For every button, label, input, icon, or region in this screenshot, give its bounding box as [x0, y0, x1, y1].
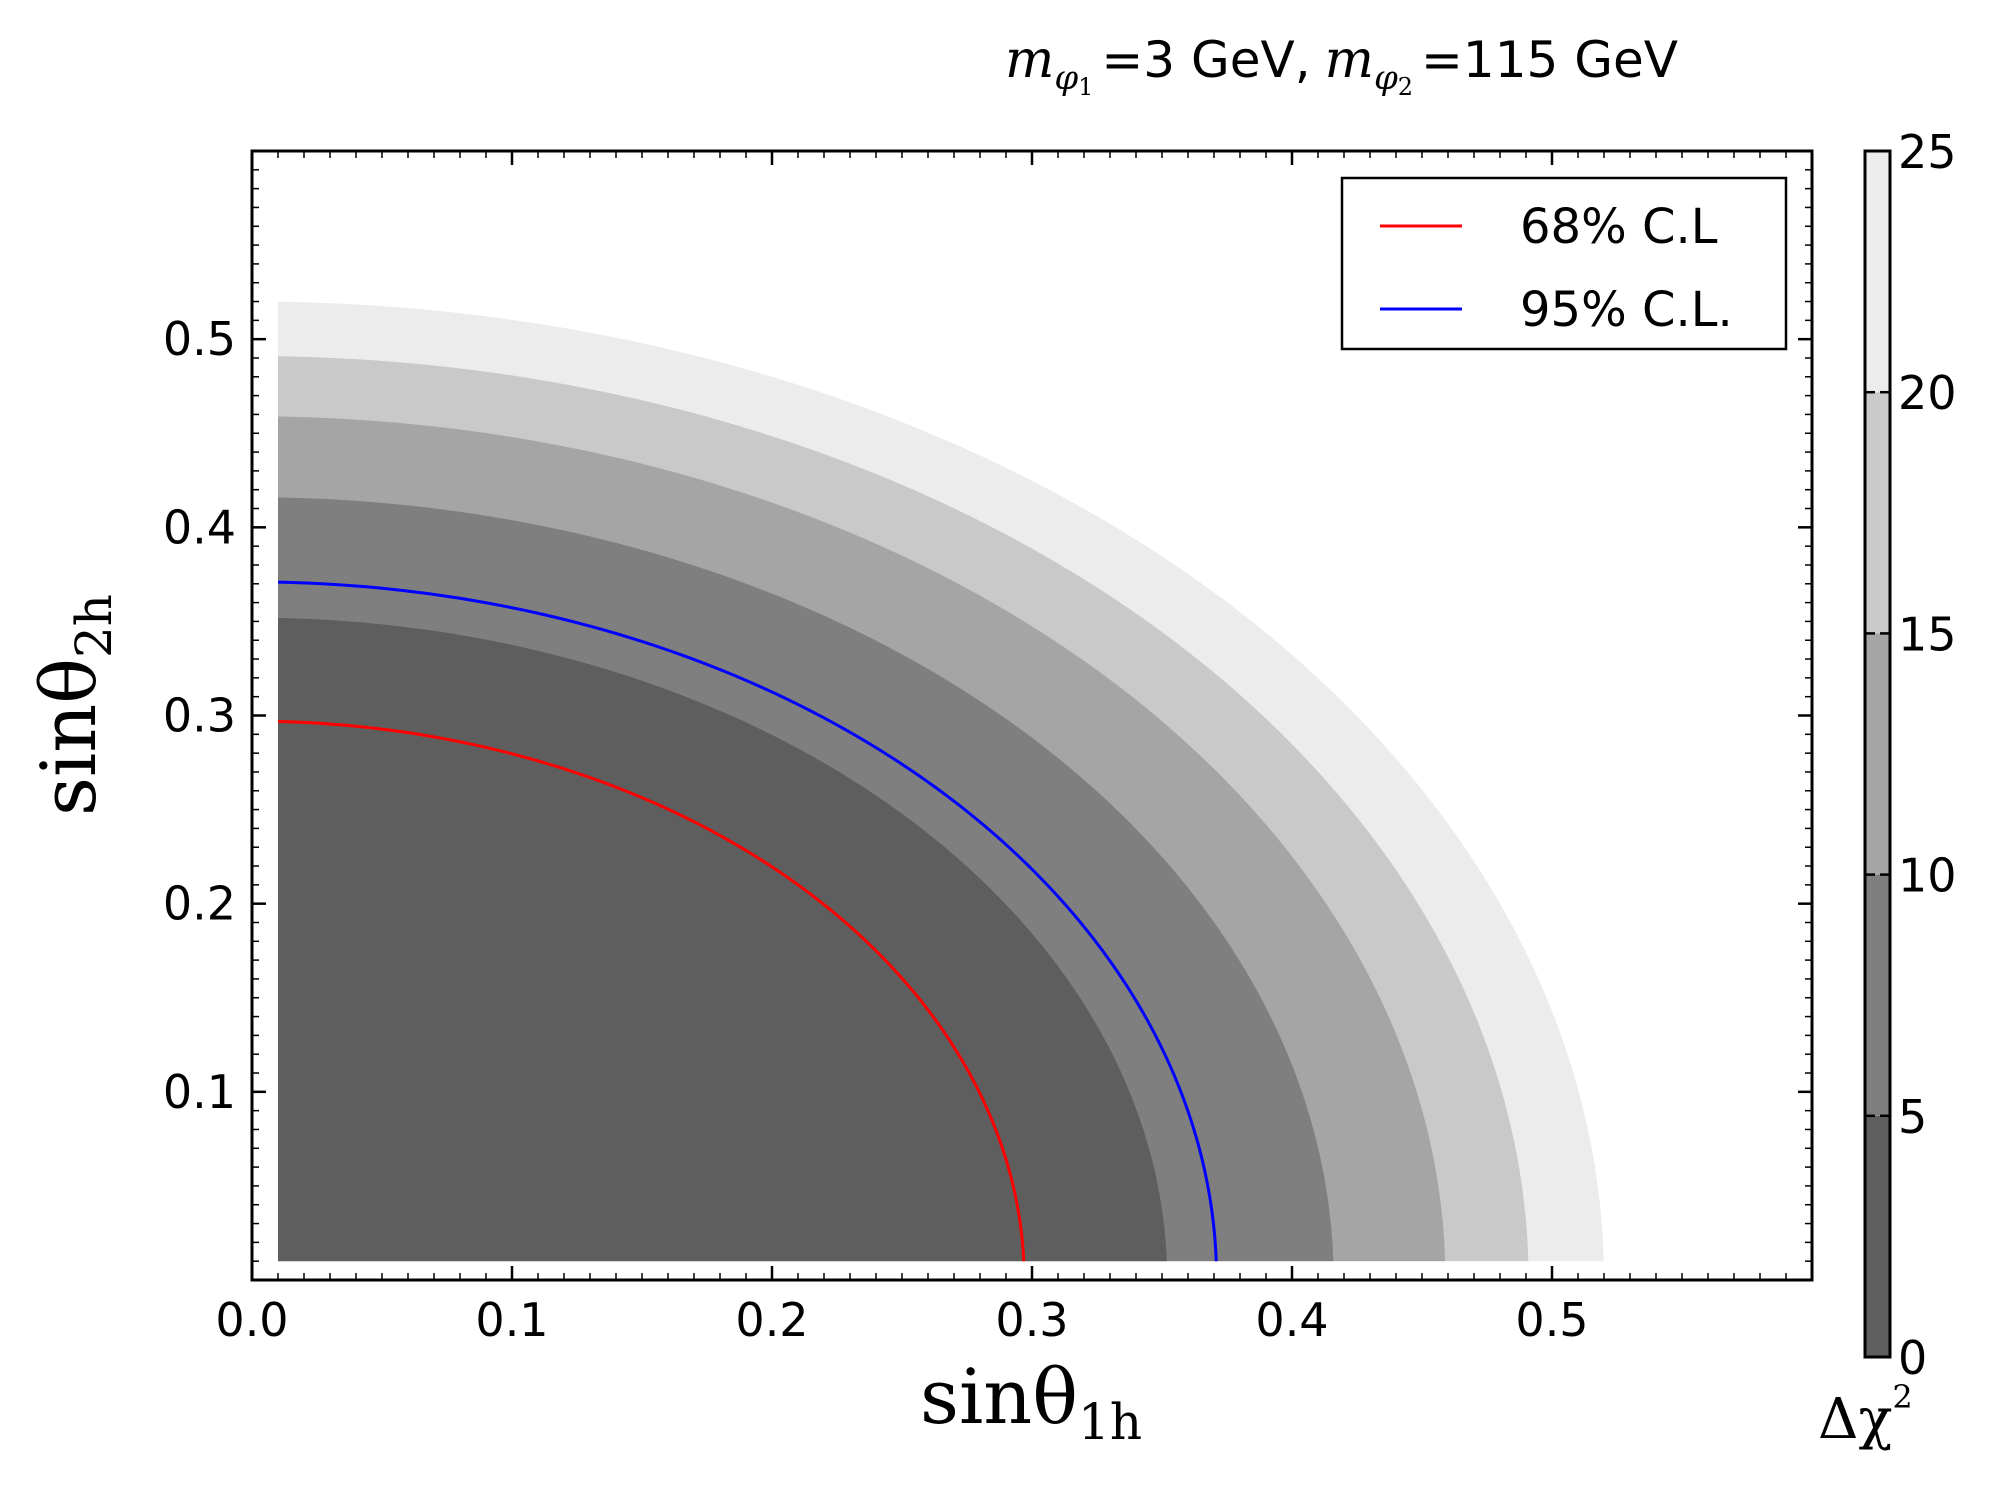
colorbar-segment-0-5 — [1865, 1115, 1890, 1357]
y-axis-label-sub: 2h — [65, 594, 123, 658]
x-axis-label-sub: 1h — [1078, 1393, 1142, 1451]
legend-box — [1340, 176, 1788, 351]
plot-area — [278, 301, 1604, 1262]
colorbar-label: Δχ2 — [1818, 1378, 1913, 1452]
svg-text:Δχ2: Δχ2 — [1818, 1378, 1913, 1452]
contour-line-68 — [277, 719, 1026, 1262]
svg-text:mφ1=3 GeV,mφ2=115 GeV: mφ1 =3 GeV, mφ2 =115 GeV — [1005, 30, 1678, 101]
svg-text:sinθ1h: sinθ1h — [920, 1352, 1142, 1451]
title-m1-symbol: m — [1005, 30, 1054, 90]
x-tick-label: 0.4 — [1255, 1293, 1328, 1347]
colorbar-segment-15-20 — [1865, 392, 1890, 634]
colorbar-segment-10-15 — [1865, 633, 1890, 875]
title-m1-subsub: 1 — [1078, 73, 1093, 101]
y-axis-label: sinθ2h — [24, 594, 123, 816]
colorbar-tick-label: 15 — [1898, 607, 1957, 661]
x-tick-labels: 0.0 0.1 0.2 0.3 0.4 0.5 — [215, 1293, 1588, 1347]
svg-text:sinθ2h: sinθ2h — [24, 594, 123, 816]
contour-band-0-5 — [278, 617, 1167, 1262]
colorbar: 0 5 10 15 20 25 — [1863, 125, 1957, 1385]
x-tick-label: 0.0 — [215, 1293, 288, 1347]
contour-line-95 — [277, 580, 1218, 1262]
axes — [250, 149, 1814, 1282]
title-m2-subsub: 2 — [1398, 73, 1413, 101]
title-m1-value: =3 GeV, — [1101, 31, 1310, 89]
x-tick-label: 0.2 — [735, 1293, 808, 1347]
y-tick-label: 0.2 — [163, 877, 236, 931]
colorbar-frame — [1863, 149, 1892, 1359]
x-tick-label: 0.5 — [1515, 1293, 1588, 1347]
colorbar-tick-label: 20 — [1898, 366, 1957, 420]
colorbar-label-main: Δχ — [1818, 1387, 1892, 1452]
title-m2-value: =115 GeV — [1421, 31, 1678, 89]
title-m2-sub: φ — [1374, 58, 1398, 98]
contour-lines — [277, 580, 1218, 1262]
y-tick-labels: 0.1 0.2 0.3 0.4 0.5 — [163, 312, 236, 1119]
colorbar-segment-5-10 — [1865, 874, 1890, 1116]
title-m1-sub: φ — [1054, 58, 1078, 98]
x-tick-label: 0.3 — [995, 1293, 1068, 1347]
colorbar-tick-label: 5 — [1898, 1090, 1927, 1144]
colorbar-tick-label: 25 — [1898, 125, 1957, 179]
y-tick-label: 0.4 — [163, 500, 236, 554]
x-axis-label: sinθ1h — [920, 1352, 1142, 1451]
colorbar-tick-label: 10 — [1898, 849, 1957, 903]
x-axis-label-main: sinθ — [920, 1352, 1078, 1441]
legend: 68% C.L 95% C.L. — [1340, 176, 1788, 351]
y-tick-label: 0.3 — [163, 689, 236, 743]
legend-label-68: 68% C.L — [1520, 199, 1718, 255]
colorbar-label-sup: 2 — [1892, 1378, 1912, 1416]
y-axis-label-main: sinθ — [24, 658, 113, 816]
title-m2-symbol: m — [1325, 30, 1374, 90]
colorbar-segment-20-25 — [1865, 151, 1890, 393]
legend-label-95: 95% C.L. — [1520, 282, 1733, 338]
axis-ticks — [250, 149, 1814, 1282]
x-tick-label: 0.1 — [475, 1293, 548, 1347]
y-tick-label: 0.1 — [163, 1065, 236, 1119]
colorbar-tick-label: 0 — [1898, 1331, 1927, 1385]
y-tick-label: 0.5 — [163, 312, 236, 366]
chart-title: mφ1 =3 GeV, mφ2 =115 GeV — [1005, 30, 1678, 101]
